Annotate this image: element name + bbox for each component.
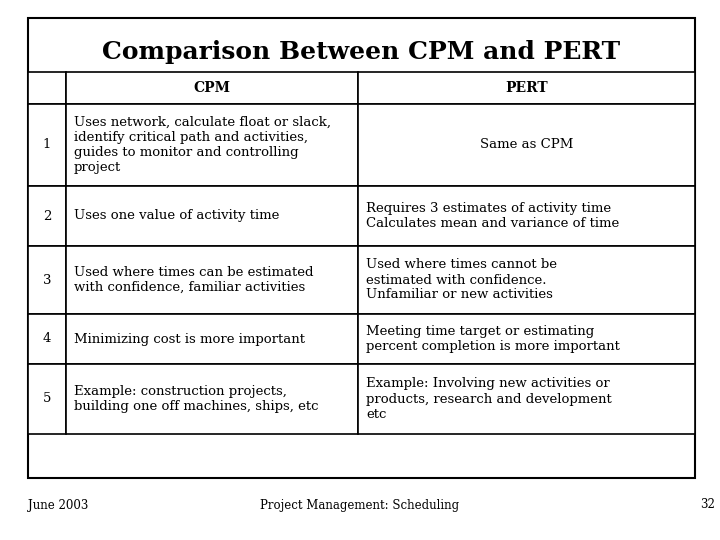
Text: June 2003: June 2003 (28, 498, 89, 511)
Text: 2: 2 (42, 210, 51, 222)
Text: 4: 4 (42, 333, 51, 346)
Text: Example: construction projects,
building one off machines, ships, etc: Example: construction projects, building… (74, 385, 318, 413)
Text: Used where times can be estimated
with confidence, familiar activities: Used where times can be estimated with c… (74, 266, 313, 294)
Text: Comparison Between CPM and PERT: Comparison Between CPM and PERT (102, 40, 621, 64)
Text: Same as CPM: Same as CPM (480, 138, 573, 152)
Text: Meeting time target or estimating
percent completion is more important: Meeting time target or estimating percen… (366, 325, 620, 353)
Text: 32: 32 (700, 498, 715, 511)
Text: Used where times cannot be
estimated with confidence.
Unfamiliar or new activiti: Used where times cannot be estimated wit… (366, 259, 557, 301)
Text: Minimizing cost is more important: Minimizing cost is more important (74, 333, 305, 346)
Text: Requires 3 estimates of activity time
Calculates mean and variance of time: Requires 3 estimates of activity time Ca… (366, 202, 619, 230)
Text: Uses one value of activity time: Uses one value of activity time (74, 210, 279, 222)
Text: 5: 5 (42, 393, 51, 406)
Text: Project Management: Scheduling: Project Management: Scheduling (261, 498, 459, 511)
Text: PERT: PERT (505, 81, 548, 95)
Text: Uses network, calculate float or slack,
identify critical path and activities,
g: Uses network, calculate float or slack, … (74, 116, 331, 174)
Text: 1: 1 (42, 138, 51, 152)
Text: Example: Involving new activities or
products, research and development
etc: Example: Involving new activities or pro… (366, 377, 612, 421)
Text: 3: 3 (42, 273, 51, 287)
Text: CPM: CPM (194, 81, 230, 95)
